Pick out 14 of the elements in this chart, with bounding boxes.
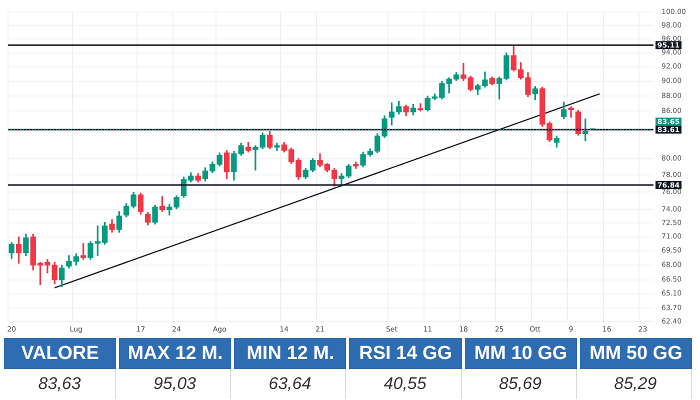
category-label: VALORE: [4, 338, 116, 369]
text: 85,29: [614, 374, 657, 393]
candlestick: [274, 142, 280, 151]
category-label: MIN 12 M.: [234, 338, 346, 369]
category-label: RSI 14 GG: [349, 338, 462, 369]
category-label: MM 50 GG: [580, 338, 692, 369]
category-label: MM 10 GG: [464, 338, 577, 369]
text: 63,64: [268, 374, 312, 393]
text: 40,55: [384, 374, 426, 393]
category-label: MAX 12 M.: [119, 338, 232, 369]
text: 83,63: [38, 374, 81, 393]
text: 85,69: [498, 374, 542, 393]
candlestick: [568, 106, 574, 118]
text: 95,03: [153, 374, 196, 393]
